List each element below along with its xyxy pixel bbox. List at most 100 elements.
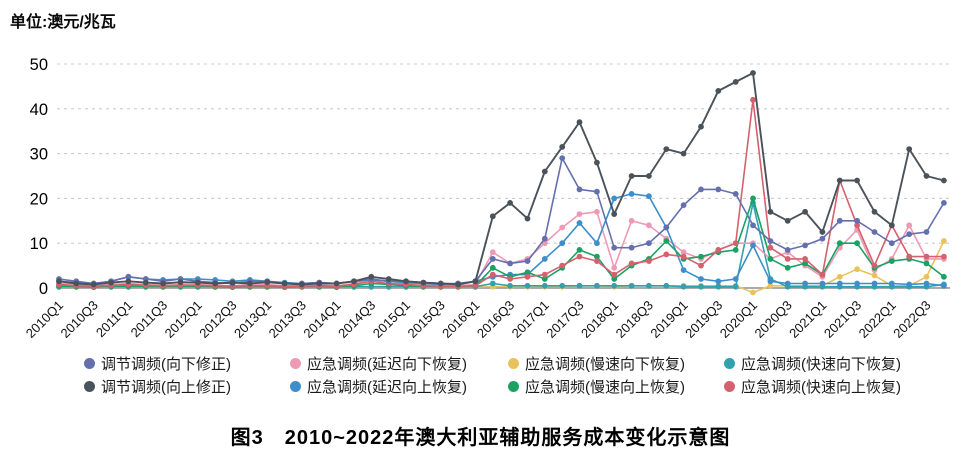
- legend-row-2: 调节调频(向上修正) 应急调频(延迟向上恢复) 应急调频(慢速向上恢复) 应急调频(快…: [84, 375, 954, 398]
- data-point-marker: [871, 272, 878, 279]
- data-point-marker: [541, 271, 548, 278]
- unit-label: 单位:澳元/兆瓦: [10, 14, 116, 31]
- data-point-marker: [923, 260, 930, 267]
- data-point-marker: [576, 220, 583, 226]
- data-point-marker: [888, 280, 895, 287]
- x-tick-label: 2012Q1: [162, 298, 205, 341]
- data-point-marker: [836, 240, 843, 247]
- x-tick-label: 2014Q3: [335, 298, 378, 341]
- data-point-marker: [767, 208, 774, 215]
- data-point-marker: [646, 193, 652, 200]
- legend-item-reg_down: 调节调频(向下修正): [84, 353, 290, 374]
- legend-item-em_delay_up: 应急调频(延迟向上恢复): [290, 376, 508, 397]
- legend-dot-icon: [724, 381, 735, 392]
- data-point-marker: [403, 278, 409, 285]
- data-point-marker: [680, 202, 687, 209]
- data-point-marker: [663, 251, 670, 258]
- data-point-marker: [767, 244, 774, 251]
- data-point-marker: [698, 123, 704, 130]
- legend-dot-icon: [290, 358, 301, 369]
- legend-dot-icon: [84, 381, 95, 392]
- data-point-marker: [576, 119, 583, 126]
- data-point-marker: [559, 155, 566, 161]
- data-point-marker: [264, 279, 271, 286]
- data-point-marker: [750, 222, 756, 229]
- data-point-marker: [854, 217, 860, 224]
- legend-item-em_fast_up: 应急调频(快速向上恢复): [724, 376, 954, 397]
- data-point-marker: [628, 282, 635, 289]
- x-tick-label: 2020Q1: [717, 298, 760, 341]
- data-point-marker: [472, 278, 479, 285]
- data-point-marker: [247, 280, 253, 287]
- data-point-marker: [923, 280, 930, 287]
- data-point-marker: [802, 242, 808, 249]
- data-point-marker: [750, 289, 756, 296]
- data-point-marker: [594, 208, 600, 215]
- data-point-marker: [941, 282, 947, 289]
- data-point-marker: [489, 249, 496, 256]
- data-point-marker: [941, 200, 947, 206]
- data-point-marker: [732, 247, 739, 253]
- data-point-marker: [784, 264, 791, 271]
- x-tick-label: 2022Q3: [890, 298, 933, 341]
- data-point-marker: [854, 280, 860, 287]
- data-point-marker: [750, 195, 756, 202]
- data-point-marker: [732, 283, 739, 290]
- legend-item-em_slow_up: 应急调频(慢速向上恢复): [508, 376, 724, 397]
- data-point-marker: [698, 186, 704, 193]
- x-tick-label: 2012Q3: [196, 298, 239, 341]
- series-line: [58, 202, 945, 288]
- data-point-marker: [507, 260, 513, 267]
- x-tick-label: 2021Q1: [786, 298, 829, 341]
- data-point-marker: [90, 281, 97, 288]
- data-point-marker: [715, 88, 722, 94]
- data-point-marker: [680, 249, 687, 256]
- x-tick-label: 2020Q3: [752, 298, 795, 341]
- data-point-marker: [680, 253, 687, 260]
- data-point-marker: [541, 276, 548, 282]
- data-point-marker: [611, 244, 618, 251]
- data-point-marker: [871, 262, 878, 269]
- gridlines: 0 10 20 30 40 50: [30, 56, 950, 298]
- legend-dot-icon: [84, 358, 95, 369]
- data-point-marker: [767, 256, 774, 262]
- data-point-marker: [351, 278, 357, 285]
- data-point-marker: [906, 231, 913, 238]
- data-point-marker: [819, 271, 826, 278]
- data-point-marker: [871, 280, 878, 287]
- data-point-marker: [524, 258, 531, 264]
- data-point-marker: [333, 280, 340, 287]
- data-point-marker: [715, 247, 722, 253]
- legend-row-1: 调节调频(向下修正) 应急调频(延迟向下恢复) 应急调频(慢速向下恢复) 应急调频(快…: [84, 352, 954, 375]
- data-point-marker: [854, 222, 860, 229]
- data-point-marker: [680, 267, 687, 273]
- data-point-marker: [628, 173, 635, 179]
- data-point-marker: [559, 262, 566, 269]
- y-tick-label: 10: [30, 235, 48, 253]
- data-point-marker: [819, 229, 826, 235]
- data-point-marker: [559, 282, 566, 289]
- data-point-marker: [698, 262, 704, 269]
- legend-label: 应急调频(快速向上恢复): [741, 379, 901, 396]
- series-line: [58, 99, 945, 288]
- data-point-marker: [819, 280, 826, 287]
- legend-item-em_fast_down: 应急调频(快速向下恢复): [724, 353, 954, 374]
- data-point-marker: [212, 280, 219, 287]
- data-point-marker: [611, 211, 618, 218]
- legend-dot-icon: [508, 381, 519, 392]
- data-point-marker: [854, 177, 860, 184]
- x-tick-label: 2017Q1: [509, 298, 552, 341]
- data-point-marker: [906, 222, 913, 229]
- data-point-marker: [836, 177, 843, 184]
- x-tick-label: 2013Q1: [231, 298, 274, 341]
- data-point-marker: [507, 276, 513, 282]
- data-point-marker: [906, 253, 913, 260]
- data-point-marker: [767, 278, 774, 285]
- data-point-marker: [888, 258, 895, 264]
- data-point-marker: [576, 186, 583, 193]
- data-point-marker: [871, 229, 878, 235]
- x-tick-label: 2015Q1: [370, 298, 413, 341]
- data-point-marker: [680, 150, 687, 157]
- data-point-marker: [854, 266, 860, 273]
